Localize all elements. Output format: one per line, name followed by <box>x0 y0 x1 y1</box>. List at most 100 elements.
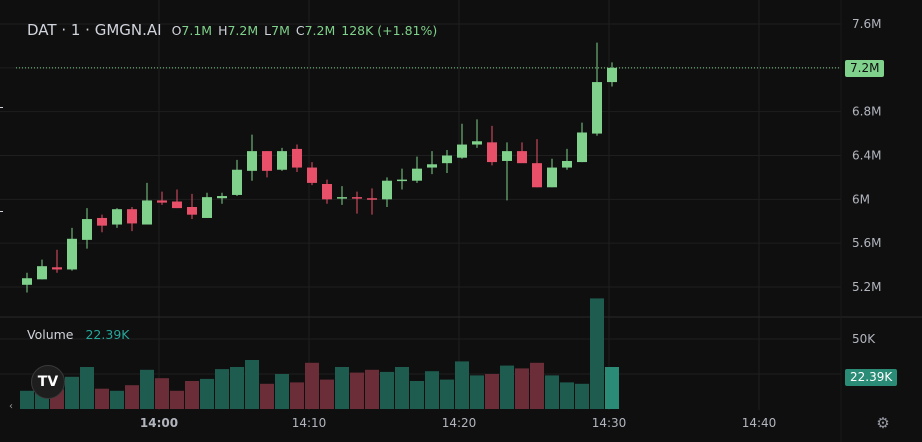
low-value: 7M <box>271 23 290 38</box>
volume-bar <box>545 375 559 409</box>
volume-bar <box>440 379 454 409</box>
candle-body <box>487 142 497 163</box>
volume-bars <box>20 298 619 409</box>
candle-body <box>382 180 392 200</box>
time-tick-label: 14:40 <box>742 416 777 430</box>
candle-body <box>457 144 467 158</box>
candle-body <box>442 155 452 164</box>
gear-icon[interactable]: ⚙ <box>876 414 890 432</box>
volume-bar <box>65 376 79 409</box>
candle-body <box>532 163 542 188</box>
volume-bar <box>395 367 409 409</box>
volume-bar <box>560 382 574 409</box>
open-value: 7.1M <box>181 23 213 38</box>
volume-label[interactable]: Volume <box>27 327 74 342</box>
volume-bar <box>290 382 304 409</box>
volume-bar <box>95 388 109 409</box>
price-tick-label: 5.2M <box>852 280 881 294</box>
candlesticks <box>22 42 617 293</box>
time-tick-label: 14:10 <box>292 416 327 430</box>
high-label: H <box>218 23 228 38</box>
current-price-badge: 7.2M <box>845 59 885 77</box>
volume-bar <box>140 369 154 409</box>
scroll-left-icon[interactable]: ‹ <box>9 401 13 412</box>
edge-marker <box>0 211 3 212</box>
volume-bar <box>380 371 394 409</box>
time-axis[interactable]: 14:00 14:10 14:20 14:30 14:40 <box>140 416 776 430</box>
volume-bar <box>80 367 94 409</box>
candle-body <box>592 82 602 134</box>
candle-body <box>22 278 32 285</box>
volume-bar <box>110 390 124 409</box>
candle-body <box>307 167 317 183</box>
volume-bar <box>470 375 484 409</box>
price-tick-label: 6.4M <box>852 149 881 163</box>
candle-body <box>187 207 197 215</box>
symbol-legend: DAT · 1 · GMGN.AI O 7.1M H 7.2M L 7M C 7… <box>27 21 443 39</box>
volume-tick-label: 50K <box>852 332 876 346</box>
time-tick-label: 14:00 <box>140 416 178 430</box>
time-tick-label: 14:20 <box>442 416 477 430</box>
candle-body <box>67 238 77 270</box>
logo-text: TV <box>37 374 59 390</box>
price-tick-label: 5.6M <box>852 236 881 250</box>
current-volume-badge: 22.39K <box>845 369 898 386</box>
volume-bar <box>335 367 349 409</box>
candle-body <box>502 151 512 161</box>
edge-marker <box>0 107 3 108</box>
open-label: O <box>171 23 182 38</box>
candle-body <box>547 167 557 188</box>
candle-body <box>247 151 257 171</box>
volume-bar <box>20 390 34 409</box>
volume-bar <box>500 365 514 409</box>
time-tick-label: 14:30 <box>592 416 627 430</box>
candle-body <box>337 197 347 199</box>
volume-bar <box>155 378 169 409</box>
volume-bar <box>185 381 199 409</box>
candle-body <box>37 266 47 280</box>
candle-body <box>82 219 92 240</box>
candle-body <box>517 151 527 164</box>
low-label: L <box>264 23 272 38</box>
candle-body <box>202 197 212 218</box>
tradingview-logo-icon[interactable]: TV <box>31 365 65 399</box>
candle-body <box>412 168 422 181</box>
candle-body <box>112 209 122 225</box>
volume-bar <box>125 385 139 409</box>
candle-body <box>607 67 617 83</box>
candle-body <box>157 200 167 203</box>
candle-body <box>427 164 437 168</box>
candle-body <box>367 198 377 200</box>
candle-body <box>217 196 227 199</box>
volume-bar <box>350 372 364 409</box>
price-tick-label: 6M <box>852 192 870 206</box>
candle-body <box>562 160 572 168</box>
close-label: C <box>295 23 305 38</box>
volume-bar <box>515 368 529 409</box>
symbol-title[interactable]: DAT · 1 · GMGN.AI <box>27 21 162 39</box>
volume-bar <box>215 369 229 409</box>
volume-axis[interactable]: 50K <box>852 332 876 346</box>
candle-body <box>352 197 362 199</box>
price-tick-label: 6.8M <box>852 105 881 119</box>
volume-value: 22.39K <box>85 327 130 342</box>
change-value: 128K (+1.81%) <box>341 23 438 38</box>
volume-bar <box>530 362 544 409</box>
candle-body <box>577 132 587 163</box>
candle-body <box>142 200 152 225</box>
volume-legend: Volume 22.39K <box>27 327 129 342</box>
candle-body <box>172 201 182 209</box>
volume-bar <box>260 383 274 409</box>
candle-body <box>322 183 332 200</box>
volume-bar <box>485 374 499 409</box>
high-value: 7.2M <box>227 23 259 38</box>
grid-lines <box>0 0 841 410</box>
candle-body <box>232 169 242 195</box>
candle-body <box>127 209 137 224</box>
volume-bar <box>275 374 289 409</box>
volume-bar <box>410 381 424 409</box>
volume-bar <box>170 390 184 409</box>
volume-bar <box>245 360 259 409</box>
